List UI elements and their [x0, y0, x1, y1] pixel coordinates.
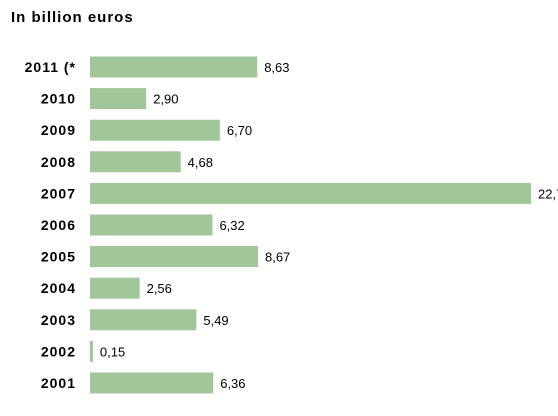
category-label: 2005: [41, 249, 76, 265]
category-label: 2001: [41, 375, 76, 391]
value-label: 22,76: [538, 186, 558, 201]
bar: [90, 277, 140, 299]
category-label: 2011 (*: [25, 59, 76, 75]
value-label: 6,70: [227, 123, 252, 138]
chart-title: In billion euros: [11, 9, 134, 26]
value-label: 2,56: [147, 281, 172, 296]
category-label: 2006: [41, 217, 76, 233]
category-label: 2009: [41, 122, 76, 138]
value-label: 8,67: [265, 250, 290, 265]
category-label: 2010: [41, 91, 76, 107]
bar: [90, 340, 93, 362]
bar: [90, 88, 147, 110]
value-label: 4,68: [188, 155, 213, 170]
value-label: 2,90: [153, 92, 178, 107]
bar: [90, 56, 258, 78]
category-label: 2003: [41, 312, 76, 328]
bars-layer: 2011 (* 8,63 2010 2,90 2009 6,70 2008 4,68 2007 2…: [25, 56, 558, 394]
category-label: 2008: [41, 154, 76, 170]
category-label: 2007: [41, 185, 76, 201]
category-label: 2002: [41, 343, 76, 359]
value-label: 6,32: [219, 218, 244, 233]
value-label: 6,36: [220, 376, 245, 391]
bar: [90, 182, 531, 204]
bar: [90, 372, 214, 394]
bar: [90, 246, 258, 268]
bar: [90, 214, 213, 236]
value-label: 8,63: [264, 60, 289, 75]
bar: [90, 151, 181, 173]
category-label: 2004: [41, 280, 76, 296]
value-label: 0,15: [100, 344, 125, 359]
bar: [90, 119, 220, 141]
bar: [90, 309, 197, 331]
value-label: 5,49: [203, 313, 228, 328]
